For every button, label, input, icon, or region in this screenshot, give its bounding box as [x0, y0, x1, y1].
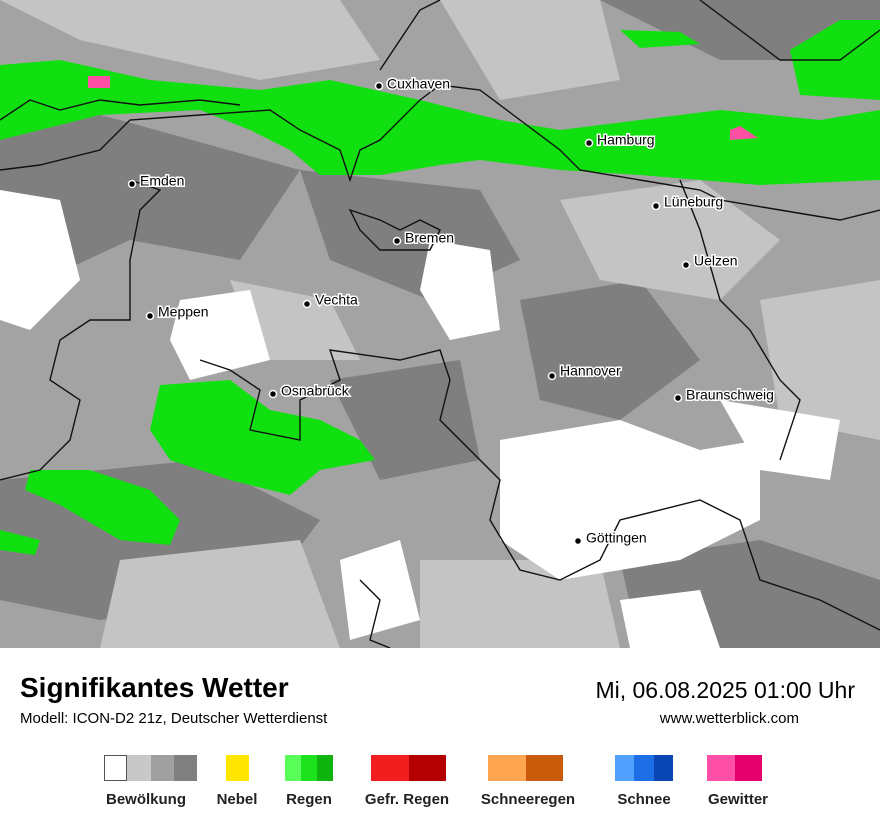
legend-label: Schnee	[617, 791, 671, 808]
city-label: Meppen	[158, 304, 209, 320]
city-dot	[127, 179, 137, 189]
city-dot	[681, 260, 691, 270]
title: Signifikantes Wetter	[20, 672, 289, 703]
city-label: Braunschweig	[686, 387, 774, 403]
legend-swatch	[127, 755, 151, 781]
city-dot	[268, 389, 278, 399]
legend-swatches	[285, 755, 333, 781]
city-label: Osnabrück	[281, 383, 350, 399]
legend-swatch	[104, 755, 128, 781]
legend-swatches	[615, 755, 673, 781]
city-label: Uelzen	[694, 253, 738, 269]
city-dot	[374, 81, 384, 91]
legend-label: Gewitter	[707, 791, 769, 808]
cloud-light	[0, 0, 880, 648]
legend-label: Nebel	[216, 791, 258, 808]
legend-label: Regen	[286, 791, 332, 808]
city-dot	[392, 236, 402, 246]
legend-swatches	[488, 755, 563, 781]
legend-swatch	[317, 755, 333, 781]
city-dot	[651, 201, 661, 211]
city-dot	[573, 536, 583, 546]
city-markers: Cuxhaven Hamburg Emden Lüneburg Bremen U…	[127, 74, 775, 547]
city-label: Hamburg	[597, 132, 655, 148]
city-label: Hannover	[560, 363, 621, 379]
legend-swatch	[301, 755, 317, 781]
city-label: Lüneburg	[664, 194, 723, 210]
legend-swatch	[371, 755, 409, 781]
legend-label: Schneeregen	[480, 791, 576, 808]
legend-swatch	[525, 755, 563, 781]
legend-swatch	[734, 755, 762, 781]
legend-swatches	[104, 755, 197, 781]
city-dot	[673, 393, 683, 403]
legend-swatch	[615, 755, 635, 781]
city-label: Vechta	[315, 292, 358, 308]
legend-label: Bewölkung	[105, 791, 187, 808]
legend-swatch	[408, 755, 446, 781]
legend-swatch	[634, 755, 654, 781]
city-dot	[547, 371, 557, 381]
legend-swatch	[707, 755, 735, 781]
city-label: Cuxhaven	[387, 76, 450, 92]
borders	[0, 0, 880, 648]
city-label: Bremen	[405, 230, 454, 246]
thunderstorm-area	[88, 76, 758, 140]
weather-map: Cuxhaven Hamburg Emden Lüneburg Bremen U…	[0, 0, 880, 648]
legend-swatch	[285, 755, 301, 781]
datetime: Mi, 06.08.2025 01:00 Uhr	[595, 677, 855, 703]
legend-swatches	[371, 755, 446, 781]
city-dot	[302, 299, 312, 309]
website: www.wetterblick.com	[659, 710, 799, 727]
legend-label: Gefr. Regen	[364, 791, 450, 808]
legend-swatch	[488, 755, 526, 781]
city-label: Emden	[140, 173, 184, 189]
legend-swatches	[226, 755, 249, 781]
legend-swatch	[150, 755, 174, 781]
legend-swatches	[707, 755, 762, 781]
legend-swatch	[173, 755, 197, 781]
legend-swatch	[226, 755, 249, 781]
legend-swatch	[653, 755, 673, 781]
city-dot	[584, 138, 594, 148]
city-dot	[145, 311, 155, 321]
cloud-clear	[0, 190, 840, 648]
model-info: Modell: ICON-D2 21z, Deutscher Wetterdie…	[20, 710, 328, 727]
city-label: Göttingen	[586, 530, 647, 546]
